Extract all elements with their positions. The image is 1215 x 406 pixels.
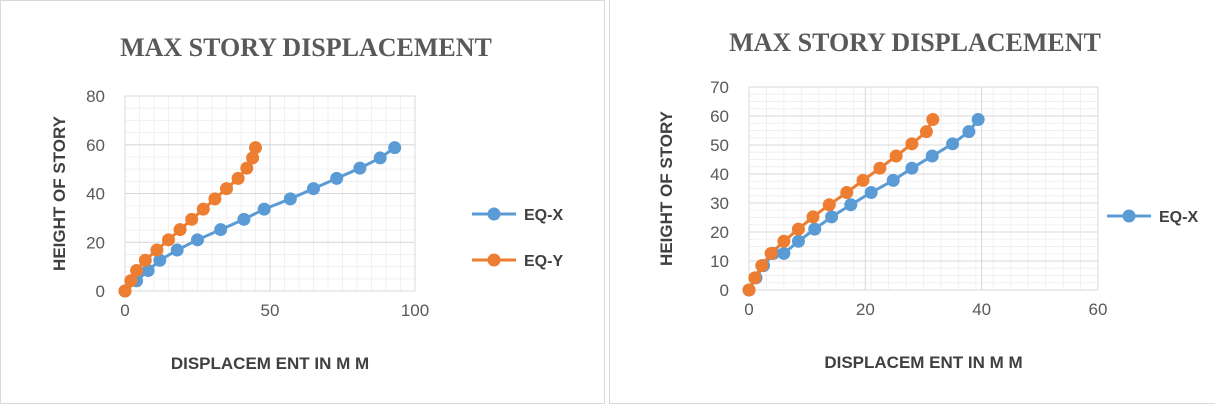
data-point [905,137,919,151]
data-point [791,222,805,236]
legend-label: EQ-Y [524,253,563,270]
data-point [905,161,919,175]
data-point [173,223,187,237]
legend-label: EQ-X [1159,209,1198,226]
x-tick-label: 100 [401,301,429,320]
series-line [747,118,980,291]
data-point [208,192,222,206]
data-point [373,151,387,165]
y-tick-label: 70 [710,78,729,97]
x-axis-title: DISPLACEM ENT IN M M [824,353,1022,372]
data-point [214,223,228,237]
data-point [791,234,805,248]
data-point [856,173,870,187]
data-point [124,274,138,288]
y-tick-label: 20 [86,233,105,252]
data-point [946,137,960,151]
legend-label: EQ-X [524,207,563,224]
y-tick-label: 60 [710,107,729,126]
data-point [196,202,210,216]
data-point [257,202,271,216]
x-tick-label: 0 [744,300,753,319]
y-tick-label: 0 [720,281,729,300]
data-point [185,212,199,226]
data-point [150,243,164,257]
data-point [889,149,903,163]
data-point [755,259,769,273]
data-point [808,222,822,236]
y-tick-label: 50 [710,136,729,155]
data-point [240,161,254,175]
y-tick-label: 20 [710,223,729,242]
data-point [141,264,155,278]
data-point [742,283,756,297]
legend-marker [487,207,501,221]
data-point [962,125,976,139]
data-point [246,151,260,165]
data-point [353,161,367,175]
data-point [283,192,297,206]
y-tick-label: 40 [86,185,105,204]
data-point [777,246,791,260]
data-point [822,198,836,212]
data-point [249,141,262,155]
data-point [971,112,985,126]
data-point [825,210,839,224]
y-tick-label: 60 [86,136,105,155]
y-tick-label: 40 [710,165,729,184]
x-tick-label: 0 [120,301,129,320]
data-point [886,173,900,187]
legend-marker [1122,209,1136,223]
data-point [162,233,175,247]
y-axis-title: HEIGHT OF STORY [657,110,676,266]
chart-left-svg: MAX STORY DISPLACEMENT 0 50 100 0 20 40 60 80 DIS… [50,33,563,373]
y-axis-title: HEIGHT OF STORY [50,115,69,271]
data-point [873,161,887,175]
x-tick-label: 40 [972,300,991,319]
data-point [130,264,144,278]
data-point [237,212,251,226]
data-point [777,234,791,248]
y-tick-label: 30 [710,194,729,213]
data-point [170,243,184,257]
data-point [153,253,167,267]
x-tick-label: 60 [1089,300,1108,319]
data-point [220,182,233,196]
data-point [840,186,854,200]
data-point [925,149,939,163]
data-point [926,112,940,126]
data-point [806,210,820,224]
x-axis-title: DISPLACEM ENT IN M M [171,354,369,373]
data-point [118,284,132,298]
x-tick-label: 20 [856,300,875,319]
chart-title: MAX STORY DISPLACEMENT [729,28,1101,57]
chart-title: MAX STORY DISPLACEMENT [120,33,492,62]
data-point [191,233,204,247]
chart-right-svg: MAX STORY DISPLACEMENT 0 20 40 60 0 10 20 30 40 50… [657,28,1198,372]
data-point [764,246,778,260]
chart-panel-left: MAX STORY DISPLACEMENT 0 50 100 0 20 40 60 80 DIS… [0,0,605,404]
data-point [864,186,878,200]
x-tick-label: 50 [261,301,280,320]
y-tick-label: 0 [96,282,105,301]
data-point [231,171,245,185]
legend-marker [487,253,501,267]
data-point [138,253,152,267]
data-point [388,141,402,155]
y-tick-label: 10 [710,252,729,271]
data-point [307,182,320,196]
data-point [748,271,762,285]
data-point [844,198,858,212]
y-tick-label: 80 [86,87,105,106]
data-point [330,171,344,185]
chart-panel-right: MAX STORY DISPLACEMENT 0 20 40 60 0 10 20 30 40 50… [609,0,1215,404]
data-point [919,125,933,139]
